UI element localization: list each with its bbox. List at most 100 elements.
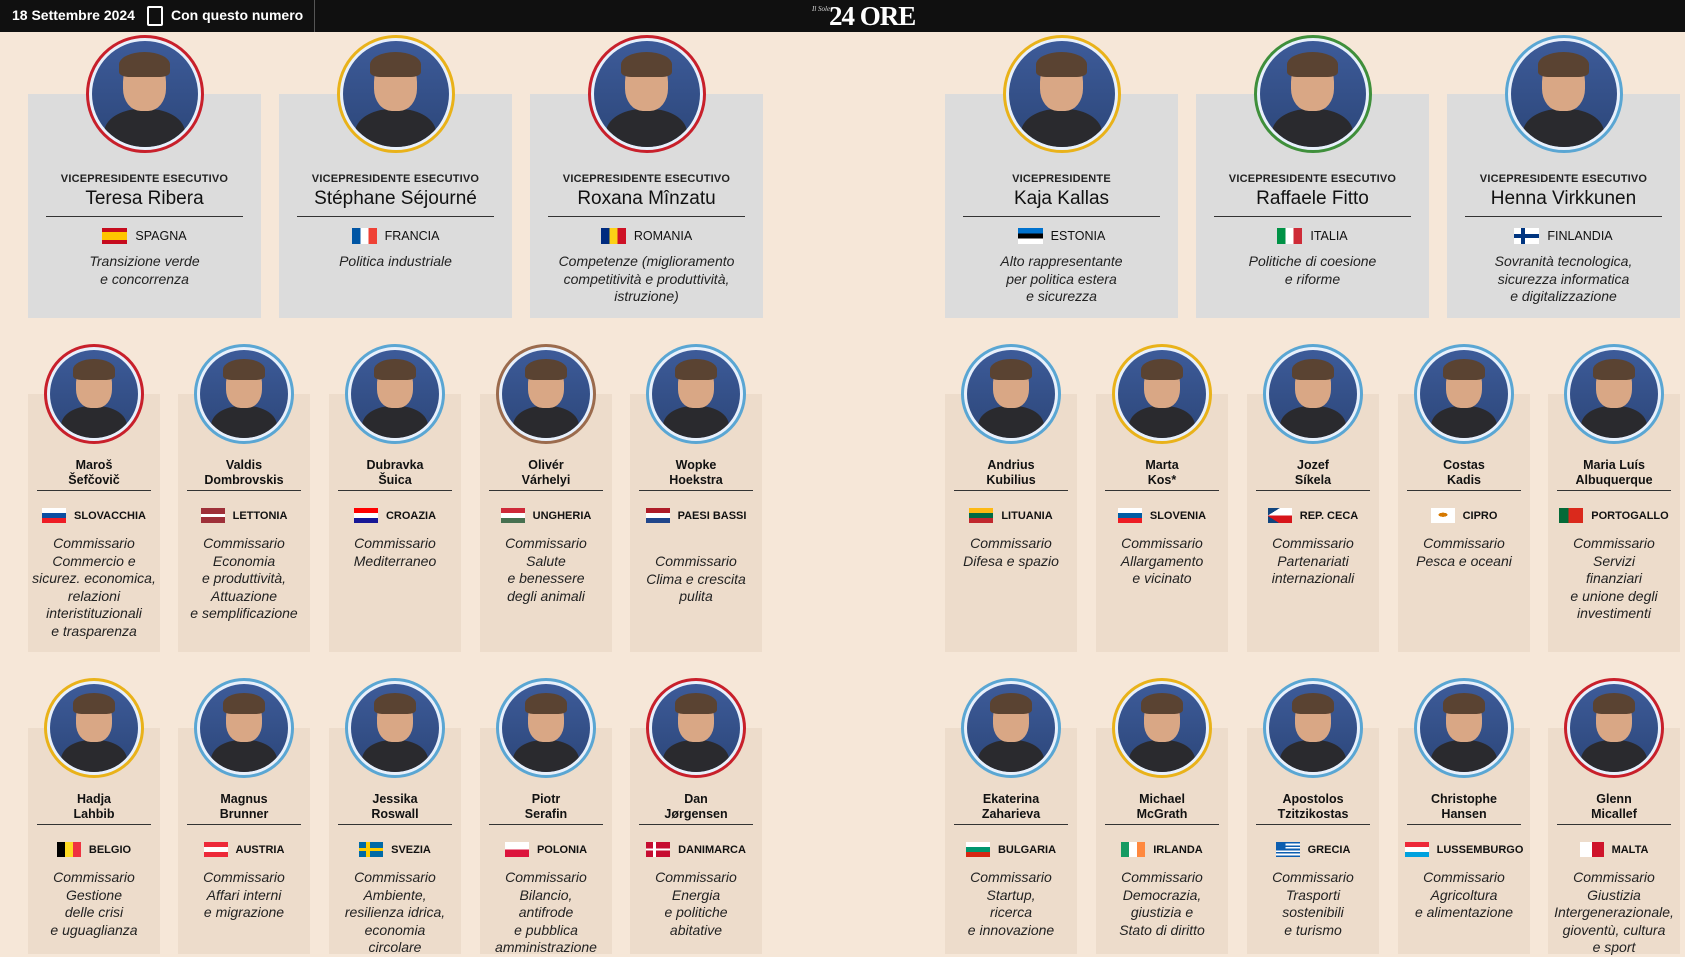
portfolio-line: sicurez. economica,: [32, 570, 156, 586]
name-line: Várhelyi: [521, 473, 571, 487]
name-line: Kos*: [1147, 473, 1177, 487]
country-name: DANIMARCA: [678, 843, 746, 856]
flag-danimarca-icon: [646, 842, 671, 857]
flag-bulgaria-icon: [965, 842, 990, 857]
country-row: POLONIA: [480, 842, 612, 857]
portfolio: Commissario Giustizia Intergenerazionale, g…: [1552, 869, 1676, 957]
portfolio-line: Energia: [671, 886, 721, 903]
portfolio-line: Startup,: [986, 886, 1036, 903]
country-row: ITALIA: [1196, 228, 1429, 244]
portfolio: Sovranità tecnologica, sicurezza informat…: [1451, 253, 1676, 306]
person-name: Piotr Serafin: [480, 792, 612, 822]
portfolio-line: ricerca: [989, 904, 1032, 920]
portfolio-line: Transizione verde: [89, 253, 200, 269]
name-line: Apostolos: [1282, 792, 1344, 806]
portfolio-line: Affari interni: [206, 886, 282, 903]
country-row: SPAGNA: [28, 228, 261, 244]
portfolio-line: Commissario: [1423, 869, 1505, 885]
country-row: UNGHERIA: [480, 508, 612, 523]
name-line: Christophe: [1431, 792, 1497, 806]
portrait-oliver-varhelyi: [496, 344, 596, 444]
divider: [489, 824, 603, 825]
person-name: Magnus Brunner: [178, 792, 310, 822]
divider: [489, 490, 603, 491]
portfolio-line: delle crisi: [64, 904, 124, 920]
portfolio-line: Stato di diritto: [1119, 921, 1205, 938]
portrait-raffaele-fitto: [1253, 35, 1372, 153]
portfolio-line: Commissario: [354, 535, 436, 551]
person-name: Henna Virkkunen: [1490, 188, 1637, 209]
portfolio-line: Commercio e: [52, 552, 136, 569]
portfolio-line: finanziari: [1585, 570, 1643, 586]
portfolio-line: Clima e crescita: [646, 570, 746, 587]
issue-date: 18 Settembre 2024: [12, 7, 135, 23]
name-line: Hansen: [1441, 807, 1487, 821]
country-name: UNGHERIA: [532, 509, 592, 522]
country-name: ITALIA: [1310, 229, 1348, 243]
portfolio-line: sicurezza informatica: [1497, 270, 1630, 287]
portfolio-line: e politiche: [664, 904, 728, 920]
divider: [963, 216, 1160, 217]
portfolio-line: giustizia e: [1130, 904, 1194, 920]
portfolio: Commissario Partenariati internazionali: [1251, 535, 1375, 588]
newspaper-icon[interactable]: [147, 6, 163, 26]
commissioner-card-oliver-varhelyi[interactable]: Olivér Várhelyi UNGHERIA Commissario Salute e…: [480, 394, 612, 652]
portfolio-line: Politica industriale: [339, 253, 452, 269]
portrait-michael-mcgrath: [1112, 678, 1212, 778]
portfolio-line: Sovranità tecnologica,: [1494, 253, 1633, 269]
portfolio-line: Democrazia,: [1122, 886, 1202, 903]
portfolio-line: interistituzionali: [46, 605, 142, 621]
portfolio-line: Economia: [212, 552, 276, 569]
divider: [954, 490, 1068, 491]
portfolio-line: Alto rappresentante: [1000, 253, 1123, 269]
person-name: Hadja Lahbib: [28, 792, 160, 822]
flag-svezia-icon: [359, 842, 384, 857]
portfolio-line: Pesca e oceani: [1416, 552, 1512, 569]
country-name: PAESI BASSI: [677, 509, 747, 522]
person-name: Costas Kadis: [1398, 458, 1530, 488]
name-line: Wopke: [675, 458, 717, 472]
country-name: BELGIO: [88, 843, 132, 856]
country-row: PAESI BASSI: [630, 508, 762, 523]
name-line: Lahbib: [73, 807, 115, 821]
portrait-wopke-hoekstra: [646, 344, 746, 444]
portrait-maria-luis-albuquerque: [1564, 344, 1664, 444]
portfolio-line: e sport: [1592, 939, 1636, 955]
commissioner-card-piotr-serafin[interactable]: Piotr Serafin POLONIA Commissario Bilancio, a…: [480, 728, 612, 955]
country-name: SLOVACCHIA: [74, 509, 146, 522]
portrait-stephane-sejourne: [336, 35, 455, 153]
portfolio-line: Commissario: [354, 869, 436, 885]
country-row: ESTONIA: [945, 228, 1178, 244]
portrait-glenn-micallef: [1564, 678, 1664, 778]
person-name: Kaja Kallas: [1013, 188, 1110, 209]
portfolio-line: e digitalizzazione: [1510, 288, 1617, 304]
country-row: LETTONIA: [178, 508, 310, 523]
flag-portogallo-icon: [1559, 508, 1584, 523]
name-line: Piotr: [531, 792, 561, 806]
portfolio-line: investimenti: [1577, 605, 1651, 621]
commissioner-card-marta-kos[interactable]: Marta Kos* SLOVENIA Commissario Allargamento…: [1096, 394, 1228, 652]
country-row: PORTOGALLO: [1548, 508, 1680, 523]
portfolio-line: abitative: [669, 921, 723, 938]
portrait-dan-j-rgensen: [646, 678, 746, 778]
portfolio-line: e semplificazione: [190, 605, 298, 621]
flag-lettonia-icon: [200, 508, 225, 523]
issue-link[interactable]: Con questo numero: [171, 7, 304, 23]
role-label: VICEPRESIDENTE ESECUTIVO: [1479, 173, 1648, 185]
portrait-costas-kadis: [1414, 344, 1514, 444]
commissioner-card-jozef-sikela[interactable]: Jozef Síkela REP. CECA Commissario Partenari…: [1247, 394, 1379, 652]
country-name: LITUANIA: [1001, 509, 1053, 522]
portfolio-line: Mediterraneo: [353, 552, 437, 569]
portrait-valdis-dombrovskis: [194, 344, 294, 444]
portrait-magnus-brunner: [194, 678, 294, 778]
portfolio-line: Competenze (miglioramento: [558, 253, 735, 269]
logo[interactable]: 24 ORE: [829, 1, 916, 31]
divider: [1105, 824, 1219, 825]
flag-paesi-bassi-icon: [645, 508, 670, 523]
role-label: VICEPRESIDENTE ESECUTIVO: [1228, 173, 1397, 185]
portfolio-line: Salute: [526, 552, 566, 569]
commissioner-card-jessika-roswall[interactable]: Jessika Roswall SVEZIA Commissario Ambiente,…: [329, 728, 461, 955]
person-name: Christophe Hansen: [1398, 792, 1530, 822]
portrait-piotr-serafin: [496, 678, 596, 778]
flag-francia-icon: [351, 228, 377, 244]
